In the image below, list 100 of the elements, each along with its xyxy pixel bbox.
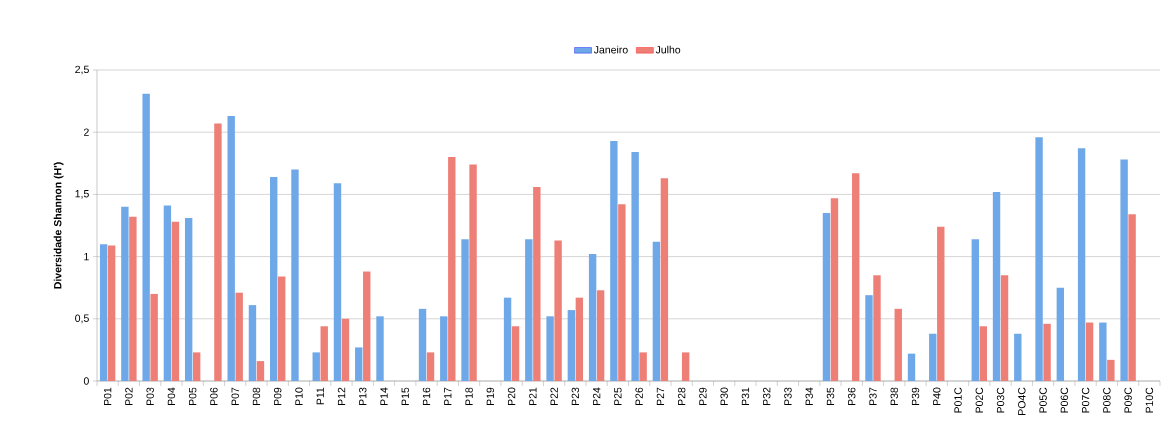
bar (99, 244, 108, 381)
x-tick-label: P22 (550, 387, 558, 406)
x-tick-label: P34 (805, 387, 813, 406)
bar (865, 295, 873, 381)
x-tick-label: P04 (167, 387, 176, 406)
x-tick-label: P35 (826, 387, 835, 406)
bar (184, 218, 193, 381)
bar (652, 241, 661, 381)
bar (618, 204, 626, 381)
y-tick-label: 1,5 (75, 190, 89, 199)
bar (979, 326, 987, 381)
bar (248, 305, 257, 381)
x-tick-label: P16 (422, 387, 431, 406)
bar (1043, 323, 1051, 381)
bar (681, 352, 690, 381)
bar (142, 93, 150, 381)
bar (929, 333, 937, 381)
bar (171, 221, 180, 381)
bar (567, 310, 576, 381)
x-tick-label: P02 (125, 387, 133, 406)
bar (278, 276, 286, 381)
bar (256, 361, 265, 381)
bar (1128, 214, 1136, 381)
x-tick-label: P30 (720, 387, 728, 406)
x-tick-label: P24 (592, 387, 601, 406)
x-tick-label: P21 (529, 387, 537, 406)
x-tick-label: P29 (699, 387, 707, 406)
x-tick-label: P01 (103, 387, 112, 406)
x-tick-label: P15 (401, 387, 409, 406)
x-tick-label: P07 (231, 387, 239, 406)
y-tick-label: 0,5 (75, 314, 89, 324)
bar (596, 290, 605, 381)
y-axis-title: Diversidade Shannon (H') (53, 162, 64, 289)
bar (333, 183, 342, 381)
bar (129, 216, 137, 381)
bar (163, 205, 172, 381)
bar (546, 316, 554, 381)
x-tick-label: P31 (741, 387, 750, 406)
bar (822, 213, 831, 381)
bar (639, 352, 647, 381)
x-tick-label: P23 (571, 387, 580, 406)
x-tick-label: P03C (996, 387, 1005, 413)
legend-label: Julho (655, 45, 681, 54)
bar (873, 275, 881, 381)
x-tick-label: P11 (316, 387, 324, 405)
x-tick-label: P18 (465, 387, 473, 406)
x-tick-label: P33 (784, 387, 792, 406)
bar (1000, 275, 1009, 381)
x-tick-label: P01C (954, 387, 962, 413)
bar (588, 254, 597, 381)
x-tick-label: PO4C (1018, 387, 1026, 415)
bar (469, 164, 477, 381)
bar (1035, 137, 1043, 381)
bar (533, 186, 541, 381)
bar (363, 271, 371, 381)
bar (376, 316, 384, 381)
x-tick-label: P10 (295, 387, 303, 406)
bar (503, 297, 512, 381)
x-tick-label: P17 (444, 387, 452, 406)
bar (1085, 322, 1094, 381)
bar (270, 176, 278, 381)
bar (1120, 159, 1128, 381)
x-tick-label: P14 (380, 387, 388, 406)
bar (511, 326, 520, 381)
bar (426, 352, 435, 381)
bar (461, 239, 469, 381)
bar (971, 239, 979, 381)
bar (1014, 333, 1022, 381)
bar (894, 308, 902, 381)
bar (312, 352, 320, 381)
x-tick-label: P05 (188, 387, 197, 406)
x-tick-label: P39 (911, 387, 920, 406)
bar (1107, 359, 1115, 381)
bar (937, 226, 945, 381)
bar (1077, 148, 1086, 381)
x-tick-label: P36 (848, 387, 856, 406)
x-tick-label: P12 (337, 387, 346, 406)
bar (235, 292, 243, 381)
x-tick-label: P40 (933, 387, 941, 406)
x-tick-label: P10C (1145, 387, 1154, 413)
bar (554, 240, 562, 381)
y-tick-label: 2 (83, 128, 89, 136)
bar (355, 347, 363, 381)
x-tick-label: P38 (890, 387, 898, 406)
bar (440, 316, 448, 381)
y-tick-label: 2,5 (75, 65, 89, 75)
x-tick-label: P06 (210, 387, 218, 406)
x-tick-label: P09C (1124, 387, 1132, 413)
y-tick-label: 1 (84, 252, 89, 261)
bar (448, 157, 456, 381)
bar (320, 326, 328, 381)
bar (341, 318, 350, 381)
bar (907, 353, 916, 381)
bar (830, 198, 839, 381)
x-tick-label: P19 (486, 387, 495, 406)
x-tick-label: P25 (614, 387, 622, 406)
bar (575, 297, 584, 381)
x-tick-label: P05C (1039, 387, 1047, 413)
x-tick-label: P02C (975, 387, 984, 413)
bar (631, 152, 639, 381)
